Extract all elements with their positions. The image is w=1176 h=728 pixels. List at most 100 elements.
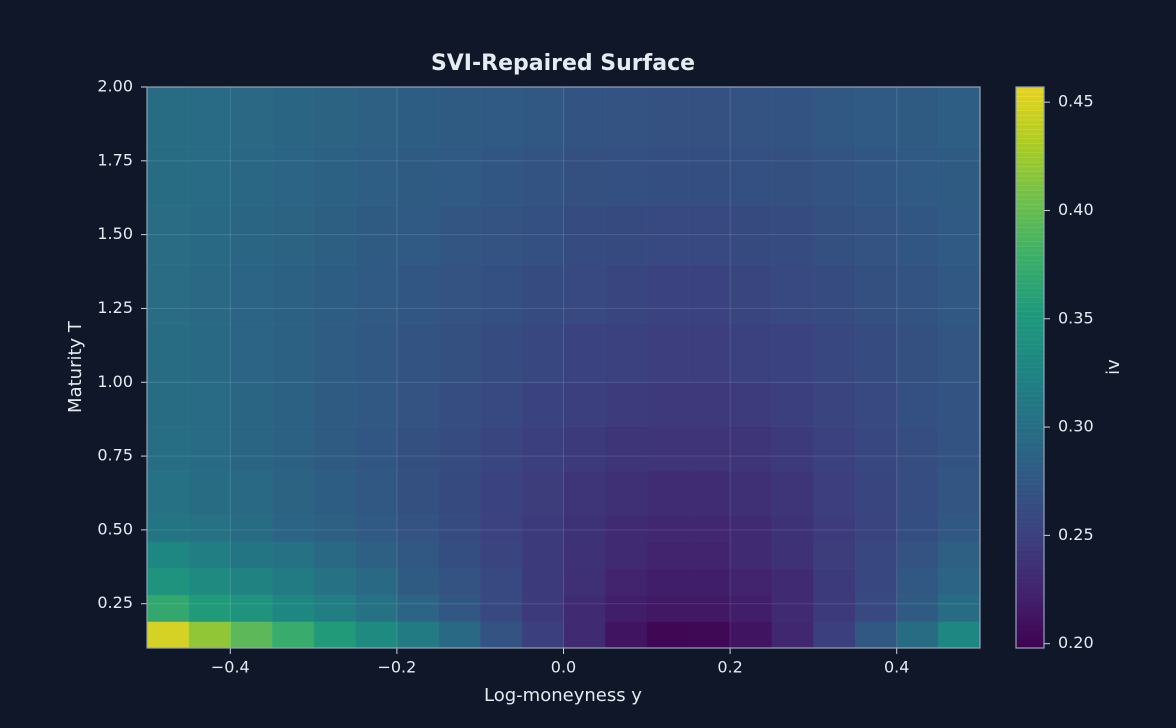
heatmap-cell xyxy=(521,541,564,569)
heatmap-cell xyxy=(563,568,606,596)
heatmap-cell xyxy=(230,515,273,543)
heatmap-cell xyxy=(896,323,939,383)
colorbar-segment xyxy=(1016,227,1044,233)
colorbar-segment xyxy=(1016,189,1044,196)
heatmap-cell xyxy=(688,146,731,206)
colorbar-segment xyxy=(1016,311,1044,317)
heatmap-cell xyxy=(938,146,981,206)
heatmap-cell xyxy=(646,264,689,324)
heatmap-cell xyxy=(396,541,440,569)
heatmap-cell xyxy=(813,541,856,569)
heatmap-cell xyxy=(896,264,939,324)
heatmap-cell xyxy=(896,594,939,622)
heatmap-cell xyxy=(313,382,356,428)
colorbar-segment xyxy=(1016,475,1044,481)
heatmap-cell xyxy=(896,87,939,147)
colorbar-segment xyxy=(1016,376,1044,383)
heatmap-cell xyxy=(896,382,939,428)
y-tick-label: 0.25 xyxy=(97,593,133,612)
heatmap-cell xyxy=(771,382,814,428)
colorbar-segment xyxy=(1016,503,1044,509)
heatmap-cell xyxy=(605,426,648,472)
heatmap-cell xyxy=(480,87,523,147)
heatmap-cell xyxy=(730,323,773,383)
colorbar-segment xyxy=(1016,278,1044,284)
y-tick-label: 1.75 xyxy=(97,150,133,169)
heatmap-cell xyxy=(355,541,398,569)
heatmap-cell xyxy=(646,621,689,649)
heatmap-cell xyxy=(313,146,356,206)
colorbar-segment xyxy=(1016,180,1044,186)
colorbar-segment xyxy=(1016,250,1044,256)
colorbar-segment xyxy=(1016,563,1044,570)
colorbar-segment xyxy=(1016,283,1044,289)
heatmap-cell xyxy=(313,515,356,543)
colorbar-segment xyxy=(1016,306,1044,312)
colorbar-segment xyxy=(1016,451,1044,457)
colorbar-segment xyxy=(1016,437,1044,443)
heatmap-cell xyxy=(188,87,231,147)
colorbar-segment xyxy=(1016,521,1044,528)
colorbar-segment xyxy=(1016,241,1044,247)
heatmap-cell xyxy=(855,594,898,622)
heatmap-cell xyxy=(730,426,773,472)
heatmap-cell xyxy=(147,470,190,516)
colorbar-segment xyxy=(1016,465,1044,471)
x-tick-label: 0.4 xyxy=(884,658,909,677)
heatmap-cell xyxy=(480,594,523,622)
heatmap-cell xyxy=(271,87,315,147)
heatmap-cell xyxy=(605,323,648,383)
colorbar-segment xyxy=(1016,330,1044,336)
heatmap-cell xyxy=(855,515,898,543)
heatmap-cell xyxy=(646,594,689,622)
heatmap-cell xyxy=(855,426,898,472)
heatmap-cell xyxy=(896,205,939,265)
heatmap-cell xyxy=(730,264,773,324)
heatmap-cell xyxy=(730,568,773,596)
heatmap-cell xyxy=(188,568,231,596)
heatmap-cell xyxy=(771,568,814,596)
heatmap-cell xyxy=(271,426,315,472)
colorbar-segment xyxy=(1016,409,1044,415)
heatmap-cell xyxy=(313,426,356,472)
heatmap-cell xyxy=(147,515,190,543)
heatmap-cell xyxy=(771,87,814,147)
colorbar-segment xyxy=(1016,269,1044,275)
heatmap-cell xyxy=(396,146,440,206)
heatmap-cell xyxy=(813,568,856,596)
heatmap-cell xyxy=(313,541,356,569)
colorbar-segment xyxy=(1016,147,1044,154)
colorbar-segment xyxy=(1016,105,1044,111)
colorbar-segment xyxy=(1016,236,1044,242)
heatmap-cell xyxy=(438,621,481,649)
heatmap-cell xyxy=(147,426,190,472)
heatmap-cell xyxy=(605,146,648,206)
heatmap-cell xyxy=(813,264,856,324)
colorbar-frame xyxy=(1015,86,1045,649)
heatmap-cell xyxy=(355,594,398,622)
heatmap-cell xyxy=(271,594,315,622)
heatmap-cell xyxy=(938,594,981,622)
colorbar-segment xyxy=(1016,101,1044,107)
heatmap-cell xyxy=(355,323,398,383)
colorbar-segment xyxy=(1016,161,1044,168)
heatmap-cell xyxy=(271,323,315,383)
colorbar-segment xyxy=(1016,325,1044,331)
heatmap-cell xyxy=(563,264,606,324)
heatmap-cell xyxy=(730,470,773,516)
heatmap-cell xyxy=(147,621,190,649)
heatmap-cell xyxy=(188,264,231,324)
heatmap-cell xyxy=(438,541,481,569)
heatmap-cell xyxy=(271,515,315,543)
heatmap-cell xyxy=(396,470,440,516)
heatmap-cell xyxy=(438,568,481,596)
colorbar-tick-label: 0.35 xyxy=(1058,308,1094,327)
heatmap-cell xyxy=(230,382,273,428)
heatmap-cell xyxy=(771,594,814,622)
heatmap-cell xyxy=(813,87,856,147)
heatmap-cell xyxy=(480,541,523,569)
heatmap-cell xyxy=(188,323,231,383)
heatmap-cell xyxy=(521,515,564,543)
heatmap-cell xyxy=(730,205,773,265)
